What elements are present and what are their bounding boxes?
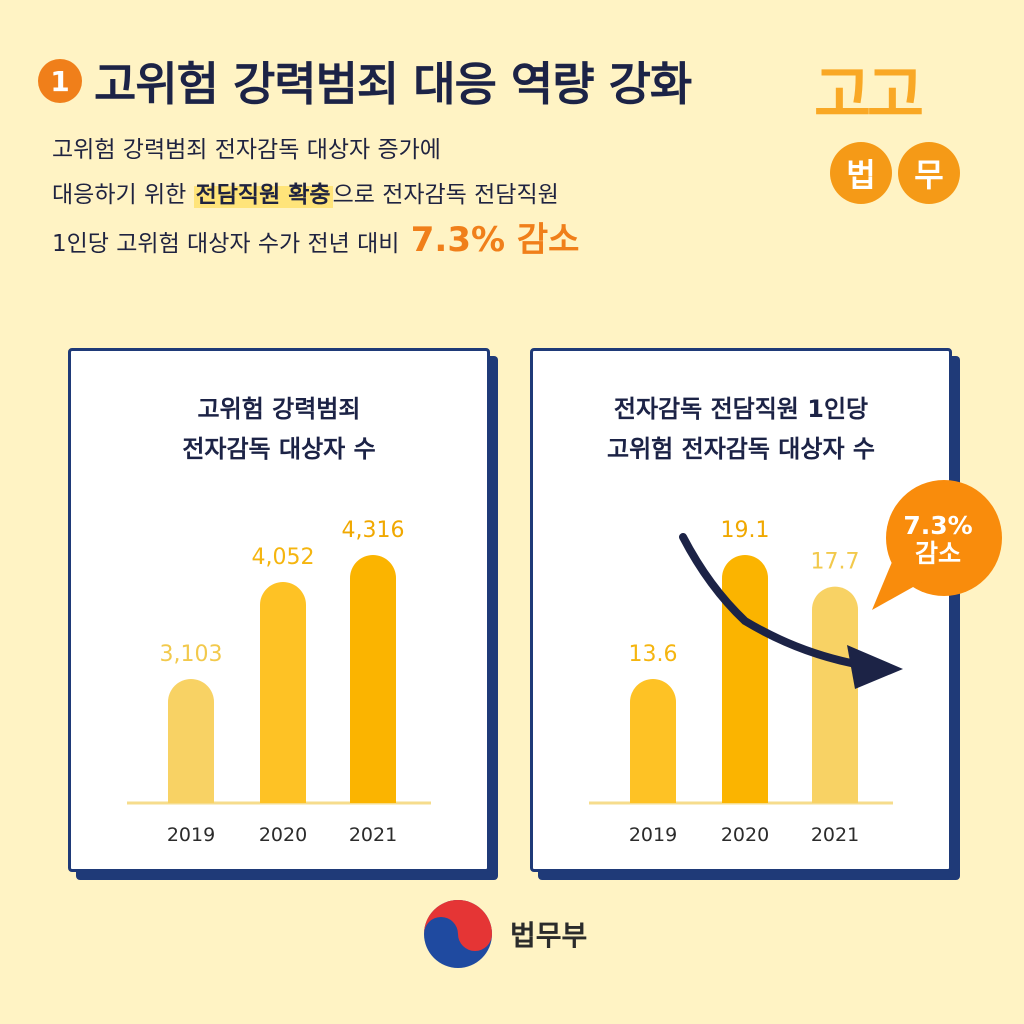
section-number-badge: 1 <box>38 59 82 103</box>
chart-2-tick-label-2020: 2020 <box>721 824 769 846</box>
gogo-law-logo: 고고 법 무 <box>812 44 982 204</box>
callout-line-2: 감소 <box>914 539 961 568</box>
description: 고위험 강력범죄 전자감독 대상자 증가에 대응하기 위한 전담직원 확충으로 … <box>52 128 579 267</box>
callout-label: 7.3% 감소 <box>870 512 1006 568</box>
desc-line-2-pre: 대응하기 위한 <box>52 182 194 208</box>
desc-line-3: 1인당 고위험 대상자 수가 전년 대비 7.3% 감소 <box>52 218 579 267</box>
decrease-callout: 7.3% 감소 <box>870 476 1006 612</box>
chart-1-tick-label-2020: 2020 <box>259 824 307 846</box>
logo-circle-left: 법 <box>830 142 892 204</box>
desc-highlight: 전담직원 확충 <box>193 182 333 208</box>
chart-1-tick-label-2019: 2019 <box>167 824 215 846</box>
callout-line-1: 7.3% <box>903 511 973 540</box>
chart-2-tick-label-2021: 2021 <box>811 824 859 846</box>
logo-circle-right: 무 <box>898 142 960 204</box>
chart-2-bar-2020 <box>722 555 768 803</box>
desc-line-2-post: 으로 전자감독 전담직원 <box>332 182 559 208</box>
chart-panel-offenders: 고위험 강력범죄 전자감독 대상자 수 3,103 2019 4,052 2020 4,… <box>68 348 490 872</box>
callout-bubble-shape <box>872 480 1002 610</box>
chart-1-title-line-2: 전자감독 대상자 수 <box>182 435 376 463</box>
chart-1-title-line-1: 고위험 강력범죄 <box>197 395 361 423</box>
chart-panel-per-officer: 전자감독 전담직원 1인당 고위험 전자감독 대상자 수 13.6 2019 19.… <box>530 348 952 872</box>
page-header: 1 고위험 강력범죄 대응 역량 강화 <box>38 48 692 114</box>
chart-2-bar-2019 <box>630 679 676 803</box>
chart-2-svg: 13.6 2019 19.1 2020 17.7 2021 <box>589 518 903 846</box>
chart-1-tick-label-2021: 2021 <box>349 824 397 846</box>
desc-line-2: 대응하기 위한 전담직원 확충으로 전자감독 전담직원 <box>52 173 579 218</box>
chart-1-bar-2020 <box>260 581 306 803</box>
page-title: 고위험 강력범죄 대응 역량 강화 <box>94 57 692 111</box>
chart-1-bar-2021 <box>350 555 396 803</box>
desc-line-1: 고위험 강력범죄 전자감독 대상자 증가에 <box>52 137 441 163</box>
desc-line-3-pre: 1인당 고위험 대상자 수가 전년 대비 <box>52 231 400 257</box>
chart-1-title: 고위험 강력범죄 전자감독 대상자 수 <box>71 389 487 469</box>
chart-2-title: 전자감독 전담직원 1인당 고위험 전자감독 대상자 수 <box>533 389 949 469</box>
chart-2-value-label-2020: 19.1 <box>721 518 770 543</box>
chart-2-value-label-2019: 13.6 <box>629 642 678 667</box>
chart-1-value-label-2019: 3,103 <box>160 642 223 667</box>
chart-2-title-line-2: 고위험 전자감독 대상자 수 <box>607 435 875 463</box>
chart-1-bar-2019 <box>168 679 214 803</box>
chart-2-value-label-2021: 17.7 <box>811 550 860 575</box>
chart-2-bar-2021 <box>812 586 858 803</box>
trend-arrow-head <box>847 645 903 689</box>
footer: 법무부 <box>420 896 587 972</box>
chart-1-svg: 3,103 2019 4,052 2020 4,316 2021 <box>127 518 431 846</box>
logo-text-top: 고고 <box>814 58 924 131</box>
trend-arrow-line <box>679 533 855 667</box>
chart-2-tick-label-2019: 2019 <box>629 824 677 846</box>
government-emblem-icon <box>424 900 492 968</box>
ministry-name: 법무부 <box>510 919 588 952</box>
chart-2-title-line-1: 전자감독 전담직원 1인당 <box>613 395 869 423</box>
chart-1-value-label-2021: 4,316 <box>342 518 405 543</box>
desc-decrease-highlight: 7.3% 감소 <box>410 220 580 260</box>
chart-1-value-label-2020: 4,052 <box>252 545 315 570</box>
